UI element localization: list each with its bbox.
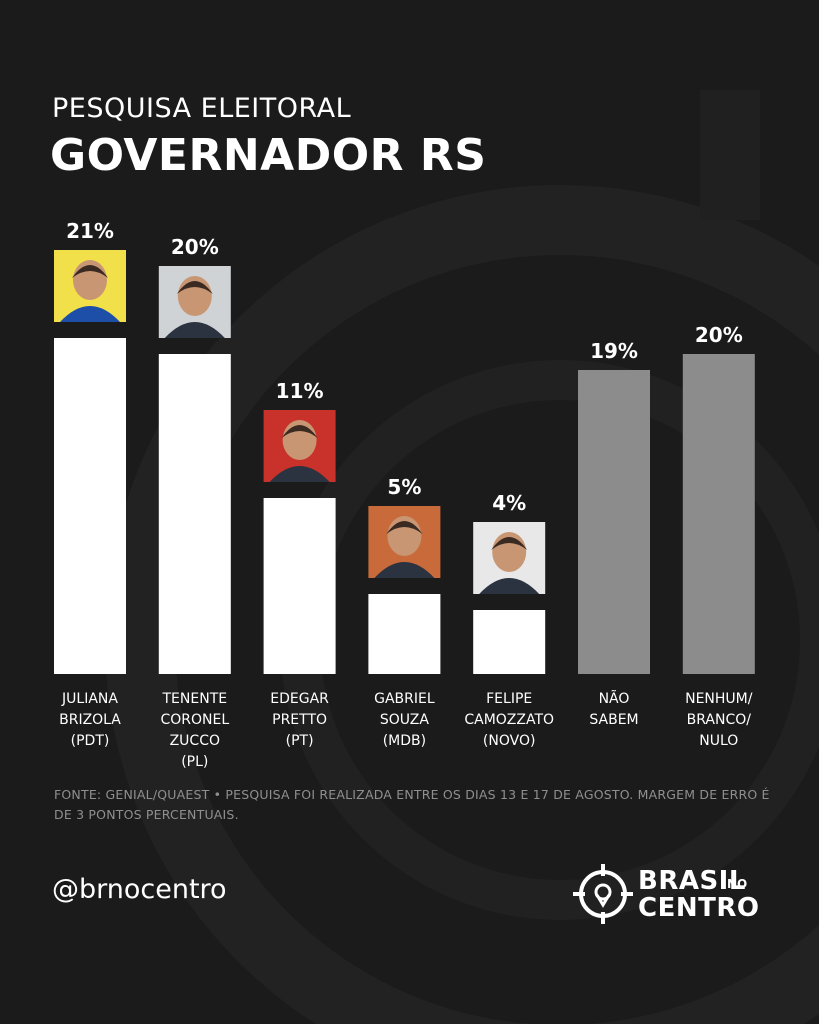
page-title: GOVERNADOR RS	[50, 130, 487, 181]
category-label: ZUCCO	[170, 733, 220, 749]
bar	[158, 354, 231, 674]
bar	[473, 610, 546, 674]
category-label: (NOVO)	[483, 733, 536, 749]
candidate-photo	[263, 410, 336, 482]
social-handle: @brnocentro	[52, 874, 227, 905]
category-label: (PL)	[181, 754, 208, 770]
category-label: NENHUM/	[685, 691, 753, 707]
category-label: (PDT)	[71, 733, 110, 749]
value-label: 5%	[387, 475, 421, 499]
bar	[578, 370, 650, 674]
crosshair-icon	[573, 864, 633, 924]
logo-text-no: NO	[727, 877, 748, 891]
category-label: JULIANA	[61, 691, 118, 707]
category-label: PRETTO	[272, 712, 327, 728]
source-note: FONTE: GENIAL/QUAEST • PESQUISA FOI REAL…	[54, 787, 770, 822]
category-label: EDEGAR	[270, 691, 329, 707]
candidate-photo	[368, 506, 441, 578]
category-label: NÃO	[599, 690, 630, 707]
category-label: NULO	[699, 733, 738, 749]
category-label: GABRIEL	[374, 691, 435, 707]
category-label: SABEM	[589, 712, 638, 728]
category-label: CAMOZZATO	[464, 712, 554, 728]
candidate-photo	[473, 522, 546, 594]
category-label: CORONEL	[160, 712, 229, 728]
category-label: (PT)	[286, 733, 314, 749]
candidate-photo	[158, 266, 231, 338]
category-label: BRIZOLA	[59, 712, 121, 728]
value-label: 20%	[695, 323, 743, 347]
bar	[263, 498, 336, 674]
category-label: BRANCO/	[687, 712, 752, 728]
logo-text-centro: CENTRO	[638, 893, 760, 923]
bar	[682, 354, 755, 674]
category-label: SOUZA	[380, 712, 429, 728]
value-label: 20%	[171, 235, 219, 259]
category-label: TENENTE	[162, 691, 228, 707]
value-label: 11%	[276, 379, 324, 403]
value-label: 19%	[590, 339, 638, 363]
brand-logo: BRASIL NO CENTRO	[572, 862, 772, 926]
value-label: 4%	[492, 491, 526, 515]
page-kicker: PESQUISA ELEITORAL	[52, 93, 352, 124]
value-label: 21%	[66, 219, 114, 243]
bar	[368, 594, 441, 674]
candidate-photo	[54, 250, 126, 322]
category-label: (MDB)	[383, 733, 426, 749]
bar	[54, 338, 126, 674]
logo-text-brasil: BRASIL	[638, 866, 746, 896]
category-label: FELIPE	[486, 691, 532, 707]
